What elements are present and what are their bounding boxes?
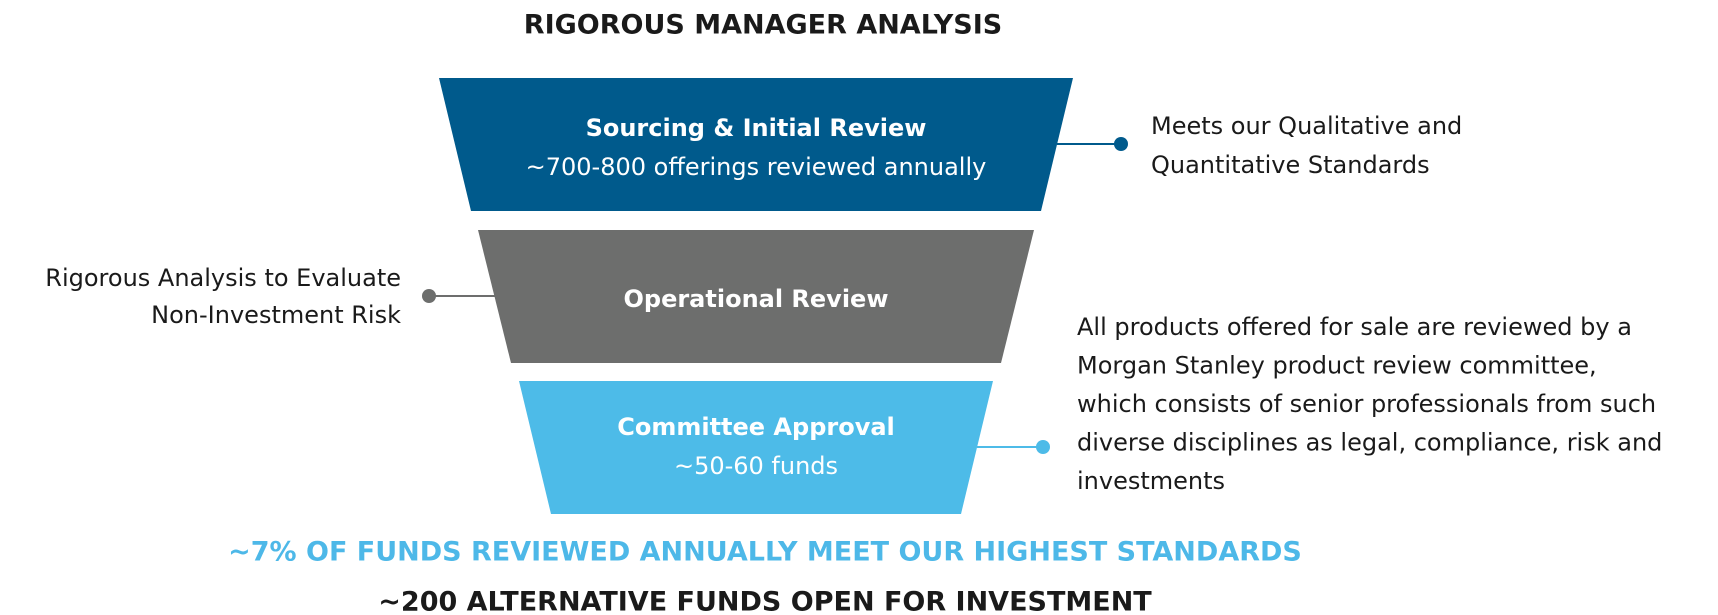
connector-dot	[1114, 137, 1128, 151]
annotations: Meets our Qualitative and Quantitative St…	[45, 112, 1662, 495]
annotation-line: Rigorous Analysis to Evaluate	[45, 264, 401, 292]
annotation-line: investments	[1077, 467, 1225, 495]
stage-title: Sourcing & Initial Review	[586, 114, 927, 142]
annotation-line: All products offered for sale are review…	[1077, 313, 1632, 341]
stage-subtitle: ~50-60 funds	[674, 452, 838, 480]
annotation-line: which consists of senior professionals f…	[1077, 390, 1656, 418]
stage-shape	[519, 381, 993, 514]
connector-dot	[1036, 440, 1050, 454]
footer-statement: ~200 ALTERNATIVE FUNDS OPEN FOR INVESTME…	[378, 587, 1152, 615]
annotation-line: Morgan Stanley product review committee,	[1077, 352, 1597, 380]
annotation-line: Non-Investment Risk	[151, 301, 401, 329]
stage-shape	[478, 230, 1034, 363]
connector-dot	[422, 289, 436, 303]
footer-highlight: ~7% OF FUNDS REVIEWED ANNUALLY MEET OUR …	[228, 537, 1302, 568]
stage-subtitle: ~700-800 offerings reviewed annually	[526, 153, 987, 181]
stage-shape	[439, 78, 1073, 211]
stage-title: Committee Approval	[617, 413, 895, 441]
annotation-line: Meets our Qualitative and	[1151, 112, 1462, 140]
annotation-line: diverse disciplines as legal, compliance…	[1077, 429, 1662, 457]
annotation-line: Quantitative Standards	[1151, 151, 1430, 179]
stage-title: Operational Review	[623, 285, 888, 313]
title: RIGOROUS MANAGER ANALYSIS	[524, 10, 1002, 41]
